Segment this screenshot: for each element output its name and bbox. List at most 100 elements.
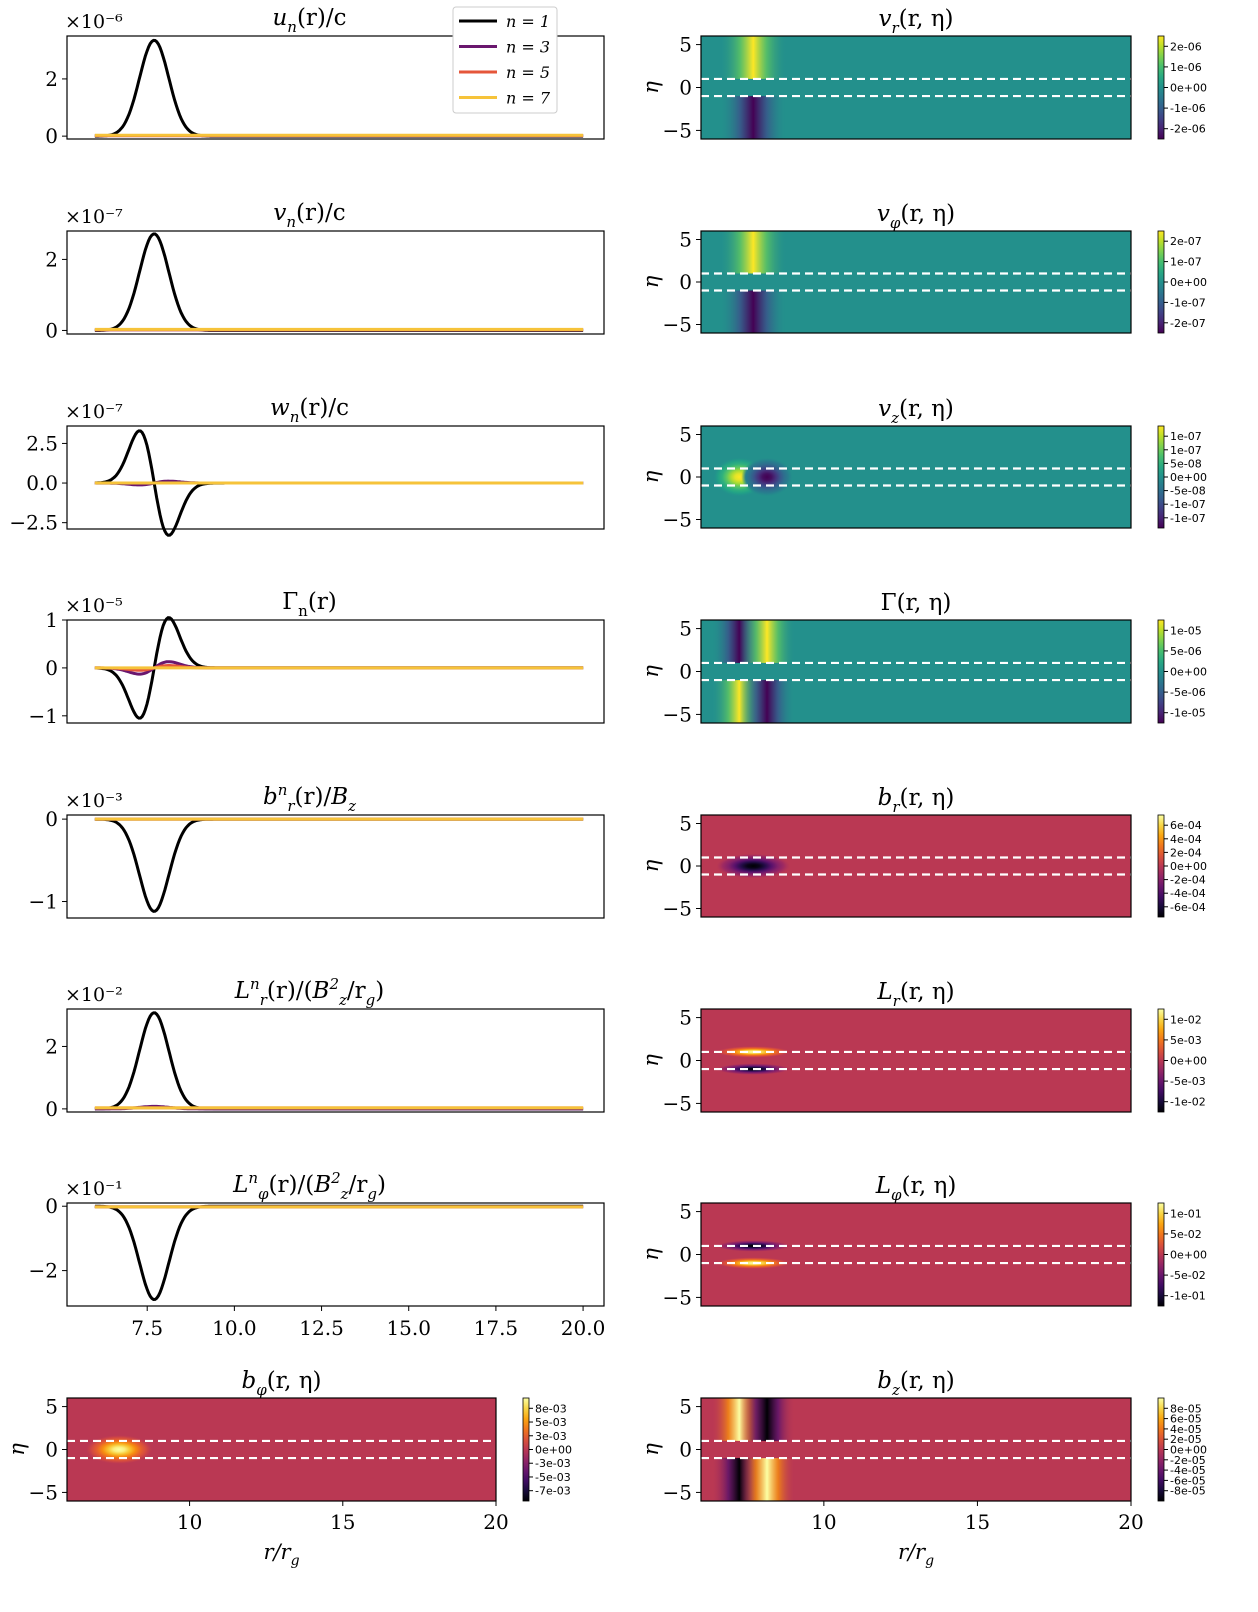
colorbar — [1157, 230, 1165, 334]
legend-label: n = 5 — [506, 63, 550, 82]
legend-label: n = 3 — [506, 38, 550, 57]
colorbar-tick-label: -5e-02 — [1170, 1269, 1206, 1282]
heatmap-band-1 — [739, 620, 795, 663]
colorbar-tick-label: 0e+00 — [1170, 666, 1207, 679]
colorbar-tick-label: 0e+00 — [1170, 860, 1207, 873]
colorbar-tick-label: 2e-06 — [1170, 40, 1202, 53]
panel-title: vφ(r, η) — [877, 201, 955, 232]
y-tick-label: 0 — [679, 660, 692, 684]
line-panel-br: bnr(r)/Bz ×10⁻³ 0 −1 — [29, 781, 605, 919]
colorbar-tick-label: -2e-07 — [1170, 317, 1206, 330]
y-tick-label: −2.5 — [9, 511, 58, 535]
heatmap-panel-vr: vr(r, η) 5 0 −5 η 2e-06 1e-06 0e+00 -1e-06 -2e-06 — [639, 6, 1207, 142]
colorbar-tick-label: 1e-07 — [1170, 430, 1202, 443]
y-axis-label: η — [639, 1248, 663, 1261]
colorbar-tick-label: 1e-05 — [1170, 624, 1202, 637]
axes-frame — [66, 1202, 605, 1307]
x-tick-label: 10 — [811, 1510, 836, 1534]
colorbar-tick-label: -6e-05 — [1170, 1474, 1206, 1487]
y-axis-label: η — [639, 1054, 663, 1067]
y-tick-label: 0 — [679, 1438, 692, 1462]
y-tick-label: 0 — [679, 854, 692, 878]
y-tick-label: 5 — [45, 1395, 58, 1419]
legend: n = 1 n = 3 n = 5 n = 7 — [452, 6, 558, 114]
heatmap-field — [719, 231, 787, 333]
colorbar-tick-label: 1e-02 — [1170, 1013, 1202, 1026]
heatmap-panel-bphi: bφ(r, η) 5 0 −5 η 10 15 20 r/rg 8e-035e-033e-030e… — [5, 1368, 572, 1569]
scale-multiplier: ×10⁻³ — [65, 790, 123, 812]
y-tick-label: 0 — [45, 1194, 58, 1218]
y-tick-label: −5 — [663, 118, 692, 142]
y-tick-label: 5 — [679, 1006, 692, 1030]
heatmap-panel-Lr2d: Lr(r, η) 5 0 −5 η 1e-02 5e-03 0e+00 -5e-03 -1e-02 — [639, 979, 1207, 1115]
x-tick-label: 15.0 — [386, 1316, 431, 1340]
panel-title: bφ(r, η) — [241, 1368, 321, 1399]
series-line-1 — [94, 1204, 584, 1302]
colorbar-tick-label: -2e-05 — [1170, 1454, 1206, 1467]
heatmap-field — [711, 1398, 795, 1501]
y-tick-label: 5 — [679, 1395, 692, 1419]
y-tick-label: 0 — [679, 76, 692, 100]
panel-title: vn(r)/c — [273, 200, 345, 231]
y-tick-label: 0 — [679, 465, 692, 489]
y-tick-label: 0 — [45, 656, 58, 680]
y-tick-label: 5 — [679, 423, 692, 447]
heatmap-panel-br2d: br(r, η)50−5η6e-044e-042e-040e+00-2e-04-… — [639, 785, 1207, 921]
axes-frame — [66, 814, 605, 919]
colorbar-tick-label: 0e+00 — [1170, 276, 1207, 289]
colorbar-tick-label: 6e-05 — [1170, 1413, 1202, 1426]
colorbar-tick-label: -1e-06 — [1170, 102, 1206, 115]
x-tick-label: 15 — [965, 1510, 990, 1534]
y-tick-label: −2 — [29, 1259, 58, 1283]
y-tick-label: 0 — [45, 1097, 58, 1121]
y-tick-label: 0 — [45, 124, 58, 148]
x-tick-label: 10.0 — [212, 1316, 257, 1340]
y-tick-label: 2 — [45, 247, 58, 271]
colorbar-tick-label: 2e-07 — [1170, 235, 1202, 248]
colorbar-tick-label: 1e-07 — [1170, 444, 1202, 457]
x-tick-label: 10 — [177, 1510, 202, 1534]
colorbar-tick-label: -6e-04 — [1170, 901, 1206, 914]
y-axis-label: η — [639, 1443, 663, 1456]
colorbar-tick-label: 5e-06 — [1170, 645, 1202, 658]
colorbar — [1157, 425, 1165, 529]
panel-title: br(r, η) — [878, 785, 955, 816]
colorbar — [1157, 814, 1165, 918]
y-axis-label: η — [639, 665, 663, 678]
colorbar-tick-label: 2e-05 — [1170, 1433, 1202, 1446]
heatmap-band-1 — [739, 1398, 795, 1441]
y-tick-label: 5 — [679, 812, 692, 836]
x-tick-label: 20.0 — [561, 1316, 606, 1340]
colorbar-tick-label: -1e-05 — [1170, 707, 1206, 720]
colorbar-tick-label: 4e-05 — [1170, 1423, 1202, 1436]
colorbar-tick-label: 2e-04 — [1170, 846, 1202, 859]
x-axis-label: r/rg — [898, 1540, 934, 1569]
x-tick-label: 20 — [483, 1510, 508, 1534]
colorbar-tick-label: 1e-07 — [1170, 256, 1202, 269]
x-axis-label: r/rg — [263, 1540, 299, 1569]
y-tick-label: 0 — [45, 1438, 58, 1462]
heatmap-blob-0 — [85, 1435, 153, 1464]
colorbar-tick-label: -2e-06 — [1170, 123, 1206, 136]
line-panel-u: un(r)/c ×10⁻⁶ 0 2 — [45, 5, 605, 148]
colorbar — [522, 1397, 530, 1502]
heatmap-field — [85, 1435, 153, 1464]
y-tick-label: 0.0 — [26, 471, 58, 495]
scale-multiplier: ×10⁻¹ — [65, 1178, 123, 1200]
y-tick-label: −5 — [663, 508, 692, 532]
colorbar-tick-label: -1e-07 — [1170, 296, 1206, 309]
y-tick-label: 5 — [679, 228, 692, 252]
heatmap-band-1 — [719, 96, 787, 139]
colorbar-tick-label: -5e-03 — [535, 1471, 571, 1484]
colorbar-tick-label: 1e-01 — [1170, 1207, 1202, 1220]
axes-frame — [66, 35, 605, 140]
x-tick-label: 15 — [330, 1510, 355, 1534]
line-panel-gamma: Γn(r) ×10⁻⁵ 1 0 −1 — [29, 589, 605, 728]
colorbar-tick-label: -5e-08 — [1170, 485, 1206, 498]
heatmap-panel-vz: vz(r, η)50−5η1e-071e-075e-080e+00-5e-08-… — [639, 396, 1207, 532]
y-tick-label: 2.5 — [26, 431, 58, 455]
y-tick-label: −1 — [29, 890, 58, 914]
panel-title: vr(r, η) — [879, 6, 954, 37]
y-tick-label: 5 — [679, 1200, 692, 1224]
scale-multiplier: ×10⁻⁶ — [65, 11, 123, 33]
